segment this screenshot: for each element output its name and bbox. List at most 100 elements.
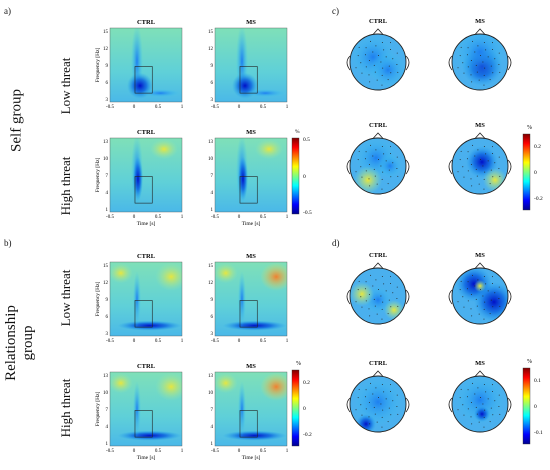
tf-power-hot <box>155 372 182 401</box>
tf-xtick-label: 1 <box>181 215 184 220</box>
electrode-dot <box>380 165 382 167</box>
colorbar-unit: % <box>527 125 532 131</box>
electrode-dot <box>477 279 479 281</box>
tf-xtick-label: 0.5 <box>155 105 162 110</box>
electrode-dot <box>494 400 496 402</box>
head-left-ear <box>448 55 453 71</box>
panel-label-b: b) <box>4 238 12 248</box>
electrode-dot <box>492 72 494 74</box>
tf-ytick-label: 3 <box>106 98 109 103</box>
electrode-dot <box>390 283 392 285</box>
group-label-self: Self group <box>8 89 25 152</box>
electrode-dot <box>459 55 461 57</box>
tf-xlabel: Time [s] <box>137 455 156 461</box>
electrode-dot <box>476 175 478 177</box>
electrode-dot <box>460 46 462 48</box>
electrode-dot <box>475 168 477 170</box>
electrode-dot <box>498 168 500 170</box>
head-left-ear <box>448 289 453 305</box>
electrode-dot <box>487 56 489 58</box>
group-label-relationship: Relationship group <box>3 305 36 381</box>
electrode-dot <box>390 49 392 51</box>
electrode-dot <box>372 155 374 157</box>
tf-xlabel: Time [s] <box>242 221 261 227</box>
tf-ytick-label: 1 <box>106 208 109 213</box>
electrode-dot <box>467 151 469 153</box>
electrode-dot <box>382 301 384 303</box>
electrode-dot <box>361 414 363 416</box>
scalp-activity-region <box>474 280 486 292</box>
electrode-dot <box>382 67 384 69</box>
electrode-dot <box>381 84 383 86</box>
electrode-dot <box>470 416 472 418</box>
tf-xtick-label: 0 <box>238 449 241 454</box>
electrode-dot <box>361 306 363 308</box>
electrode-dot <box>467 170 469 172</box>
scalp-activity-region <box>456 376 504 424</box>
electrode-dot <box>494 58 496 60</box>
tf-power-band <box>150 139 178 160</box>
tf-ytick-label: 4 <box>211 191 214 196</box>
electrode-dot <box>459 397 461 399</box>
colorbar-min: -0.1 <box>534 430 543 436</box>
electrode-dot <box>396 64 398 66</box>
electrode-dot <box>474 285 476 287</box>
tf-xtick-label: 0.5 <box>155 449 162 454</box>
electrode-dot <box>355 409 357 411</box>
tf-panel-8: MS 13 10 7 4 1 -0.5 0 0.5 1 Time [s] <box>197 362 299 466</box>
electrode-dot <box>472 40 474 42</box>
tf-roi-box <box>134 176 153 204</box>
tf-power-warm <box>215 373 238 394</box>
electrode-dot <box>360 166 362 168</box>
electrode-dot <box>478 421 480 423</box>
scalp-activity-region <box>350 282 374 306</box>
electrode-dot <box>375 45 377 47</box>
electrode-dot <box>483 178 485 180</box>
tf-ytick-label: 12 <box>208 281 214 286</box>
tf-panel-4: MS 13 10 7 4 1 -0.5 0 0.5 1 Time [s] <box>197 128 299 232</box>
topo-panel-1: CTRL <box>340 18 416 100</box>
electrode-dot <box>392 292 394 294</box>
tf-ylabel: Frequency [Hz] <box>95 48 101 83</box>
electrode-dot <box>492 414 494 416</box>
electrode-dot <box>365 66 367 68</box>
head-right-ear <box>405 397 410 413</box>
electrode-dot <box>485 391 487 393</box>
head-nose <box>372 370 384 377</box>
electrode-dot <box>471 423 473 425</box>
tf-ytick-label: 15 <box>208 264 214 269</box>
head-right-ear <box>405 289 410 305</box>
electrode-dot <box>483 308 485 310</box>
tf-condition-title: MS <box>246 363 256 370</box>
electrode-dot <box>390 153 392 155</box>
electrode-dot <box>374 305 376 307</box>
tf-xtick-label: 0.5 <box>260 339 267 344</box>
electrode-dot <box>472 382 474 384</box>
tf-power-warm <box>110 373 133 394</box>
head-left-ear <box>448 159 453 175</box>
electrode-dot <box>364 288 366 290</box>
electrode-dot <box>357 289 359 291</box>
electrode-dot <box>490 169 492 171</box>
electrode-dot <box>491 384 493 386</box>
electrode-dot <box>381 308 383 310</box>
tf-ytick-label: 4 <box>106 425 109 430</box>
head-left-ear <box>346 397 351 413</box>
electrode-dot <box>375 279 377 281</box>
tf-ytick-label: 12 <box>208 47 214 52</box>
electrode-dot <box>372 51 374 53</box>
topo-condition-title: MS <box>475 252 485 259</box>
tf-ytick-label: 13 <box>208 140 214 145</box>
electrode-dot <box>489 421 491 423</box>
electrode-dot <box>499 175 501 177</box>
electrode-dot <box>462 404 464 406</box>
electrode-dot <box>478 183 480 185</box>
tf-ytick-label: 15 <box>208 30 214 35</box>
colorbar-unit: % <box>527 359 532 365</box>
electrode-dot <box>385 398 387 400</box>
electrode-dot <box>483 384 485 386</box>
electrode-dot <box>466 158 468 160</box>
tf-ytick-label: 9 <box>106 298 109 303</box>
electrode-dot <box>385 160 387 162</box>
electrode-dot <box>498 298 500 300</box>
